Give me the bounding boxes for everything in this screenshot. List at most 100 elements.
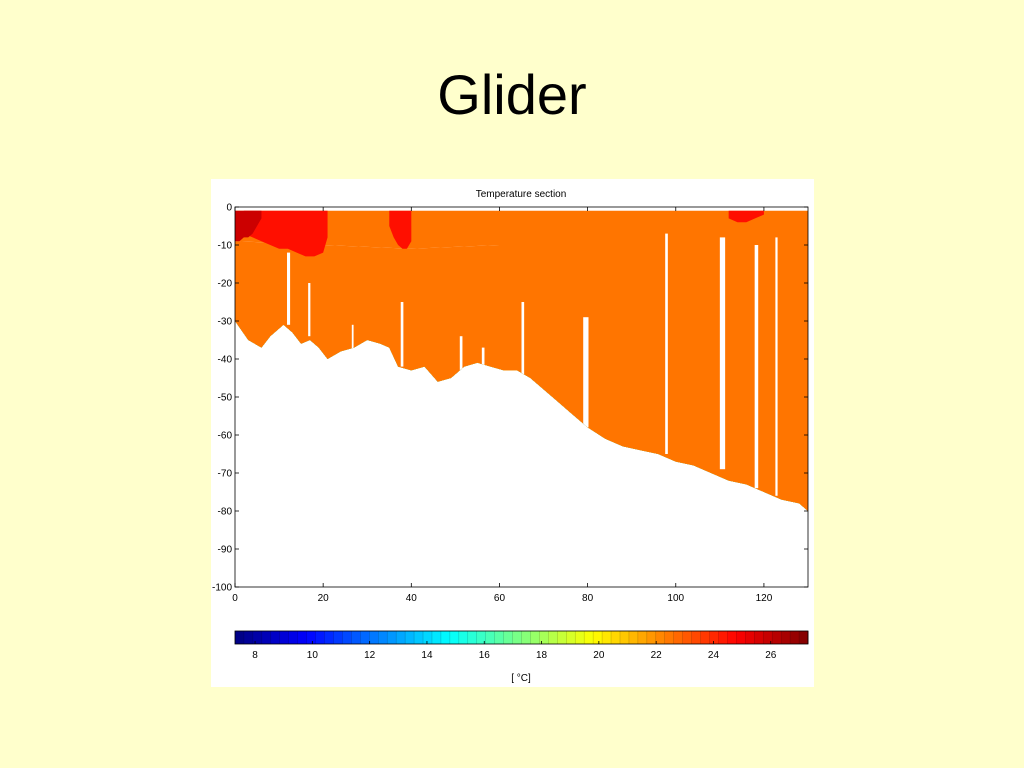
colorbar-segment bbox=[360, 631, 370, 644]
colorbar-tick-label: 12 bbox=[364, 650, 376, 661]
colorbar-segment bbox=[593, 631, 603, 644]
colorbar-segment bbox=[637, 631, 648, 644]
chart-svg: Temperature section 0 20 40 60 80 100 120 0 -10 -… bbox=[212, 189, 809, 684]
colorbar-tick-label: 26 bbox=[765, 650, 777, 661]
colorbar: 8 10 12 14 16 18 20 22 24 26 bbox=[234, 630, 809, 661]
data-gap bbox=[351, 324, 354, 352]
colorbar-segment bbox=[458, 631, 469, 644]
colorbar-segment bbox=[745, 631, 755, 644]
colorbar-segment bbox=[673, 631, 684, 644]
x-tick-label: 120 bbox=[756, 593, 773, 604]
colorbar-segment bbox=[566, 631, 576, 644]
warm-patch bbox=[728, 210, 764, 223]
colorbar-segment bbox=[440, 631, 451, 644]
x-tick-label: 60 bbox=[494, 593, 506, 604]
colorbar-segment bbox=[369, 631, 379, 644]
colorbar-segment bbox=[261, 631, 272, 644]
colorbar-segment bbox=[324, 631, 334, 644]
colorbar-segment bbox=[781, 631, 791, 644]
colorbar-segment bbox=[619, 631, 630, 644]
colorbar-segment bbox=[691, 631, 701, 644]
plot-area bbox=[235, 210, 808, 511]
colorbar-segment bbox=[602, 631, 612, 644]
colorbar-segment bbox=[315, 631, 325, 644]
colorbar-segment bbox=[351, 631, 361, 644]
colorbar-segment bbox=[297, 631, 308, 644]
colorbar-segment bbox=[521, 631, 531, 644]
chart-figure: Temperature section 0 20 40 60 80 100 120 0 -10 -… bbox=[211, 179, 814, 687]
colorbar-segment bbox=[682, 631, 693, 644]
data-gap bbox=[521, 302, 525, 375]
colorbar-tick-label: 22 bbox=[651, 650, 663, 661]
colorbar-segment bbox=[449, 631, 460, 644]
y-tick-label: -50 bbox=[218, 393, 233, 404]
colorbar-segment bbox=[494, 631, 504, 644]
data-gap bbox=[665, 233, 668, 454]
y-tick-label: -90 bbox=[218, 545, 233, 556]
data-gap bbox=[719, 237, 726, 470]
colorbar-segment bbox=[611, 631, 621, 644]
warm-patch bbox=[243, 210, 328, 257]
colorbar-tick-label: 16 bbox=[479, 650, 491, 661]
x-tick-label: 20 bbox=[318, 593, 330, 604]
y-tick-label: -20 bbox=[218, 279, 233, 290]
data-gap bbox=[308, 283, 311, 337]
colorbar-segment bbox=[387, 631, 397, 644]
x-tick-label: 80 bbox=[582, 593, 594, 604]
data-gap bbox=[287, 252, 291, 325]
colorbar-segment bbox=[727, 631, 737, 644]
colorbar-segment bbox=[763, 631, 773, 644]
colorbar-frame bbox=[234, 630, 809, 645]
colorbar-segment bbox=[405, 631, 415, 644]
colorbar-segment bbox=[476, 631, 487, 644]
colorbar-segment bbox=[306, 631, 316, 644]
colorbar-segment bbox=[431, 631, 442, 644]
colorbar-segment bbox=[548, 631, 558, 644]
x-tick-label: 40 bbox=[406, 593, 418, 604]
colorbar-segment bbox=[467, 631, 478, 644]
colorbar-tick-label: 8 bbox=[252, 650, 258, 661]
colorbar-segment bbox=[279, 631, 290, 644]
y-tick-label: -70 bbox=[218, 469, 233, 480]
y-tick-label: -30 bbox=[218, 317, 233, 328]
colorbar-segment bbox=[736, 631, 746, 644]
colorbar-segment bbox=[396, 631, 406, 644]
colorbar-segment bbox=[700, 631, 710, 644]
data-gap bbox=[775, 237, 778, 496]
axes: 0 20 40 60 80 100 120 0 -10 -20 -30 -40 -50 -60 -70 -80… bbox=[212, 203, 809, 604]
colorbar-segment bbox=[423, 631, 433, 644]
y-tick-label: -60 bbox=[218, 431, 233, 442]
colorbar-segment bbox=[718, 631, 728, 644]
y-tick-label: 0 bbox=[226, 203, 232, 214]
warm-patch bbox=[235, 210, 262, 242]
colorbar-segment bbox=[485, 631, 496, 644]
colorbar-segment bbox=[646, 631, 657, 644]
colorbar-segment bbox=[655, 631, 666, 644]
x-tick-label: 0 bbox=[232, 593, 238, 604]
colorbar-tick-label: 20 bbox=[593, 650, 605, 661]
data-gap bbox=[583, 317, 589, 428]
y-tick-label: -10 bbox=[218, 241, 233, 252]
colorbar-segment bbox=[342, 631, 352, 644]
colorbar-segment bbox=[557, 631, 567, 644]
colorbar-segment bbox=[628, 631, 639, 644]
temperature-layer-surface bbox=[235, 210, 808, 249]
colorbar-segment bbox=[243, 631, 254, 644]
colorbar-segment bbox=[288, 631, 299, 644]
colorbar-segment bbox=[754, 631, 764, 644]
colorbar-segment bbox=[378, 631, 388, 644]
colorbar-unit-label: [ °C] bbox=[511, 673, 531, 684]
colorbar-segment bbox=[270, 631, 281, 644]
colorbar-segment bbox=[235, 631, 245, 644]
y-tick-label: -40 bbox=[218, 355, 233, 366]
data-gap bbox=[481, 347, 485, 375]
colorbar-segment bbox=[530, 631, 540, 644]
y-tick-label: -100 bbox=[212, 583, 232, 594]
slide-title: Glider bbox=[437, 63, 587, 126]
colorbar-segment bbox=[414, 631, 424, 644]
chart-title: Temperature section bbox=[476, 189, 567, 200]
colorbar-tick-label: 14 bbox=[421, 650, 433, 661]
colorbar-segment bbox=[503, 631, 513, 644]
colorbar-segment bbox=[664, 631, 675, 644]
y-tick-label: -80 bbox=[218, 507, 233, 518]
